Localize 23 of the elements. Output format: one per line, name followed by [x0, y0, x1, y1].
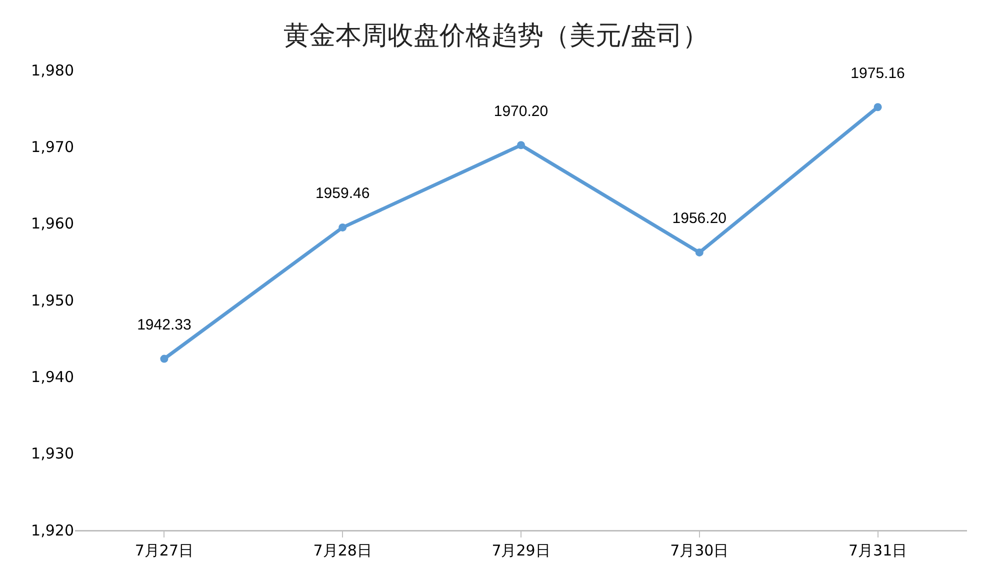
data-label: 1942.33: [137, 316, 192, 334]
point: [338, 223, 347, 232]
data-label: 1975.16: [850, 64, 905, 82]
data-label: 1956.20: [672, 210, 727, 228]
data-label: 1959.46: [315, 185, 370, 202]
y-tick-label: 1,960: [31, 214, 74, 233]
point: [695, 248, 704, 256]
chart-title: 黄金本周收盘价格趋势（美元/盎司）: [284, 21, 708, 52]
x-tick-label: 7月29日: [492, 542, 550, 560]
point: [160, 354, 168, 363]
point: [874, 103, 882, 112]
y-tick-label: 1,980: [31, 61, 74, 80]
y-tick-label: 1,940: [31, 368, 74, 386]
x-tick-label: 7月27日: [134, 542, 194, 560]
data-label: 1970.20: [494, 102, 548, 120]
y-tick-label: 1,970: [31, 138, 74, 156]
x-tick-label: 7月28日: [313, 542, 372, 560]
x-tick-label: 7月30日: [670, 542, 729, 560]
x-tick-label: 7月31日: [848, 542, 908, 560]
y-tick-label: 1,930: [31, 444, 74, 463]
point: [517, 141, 525, 150]
y-tick-label: 1,950: [31, 291, 74, 310]
y-tick-label: 1,920: [31, 521, 74, 540]
